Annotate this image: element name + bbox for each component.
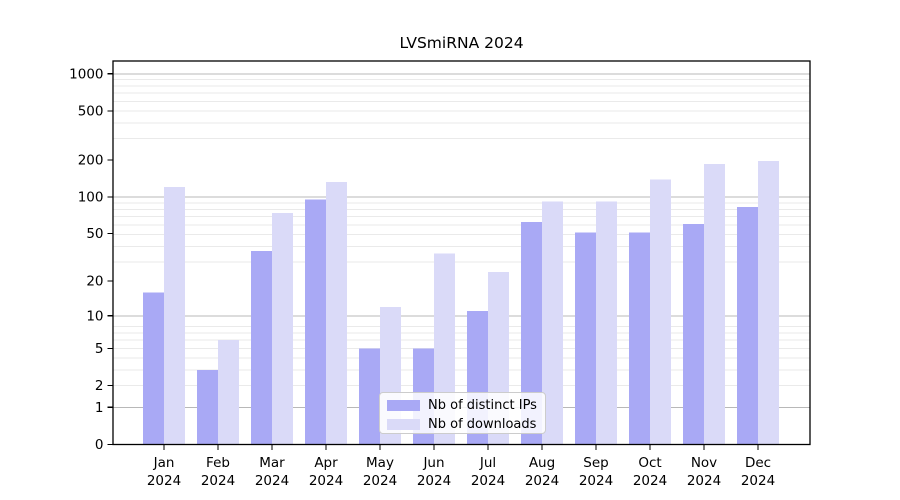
bar-mar-s0 xyxy=(251,250,272,445)
bar-jan-s1 xyxy=(164,187,185,445)
x-axis-ticks: Jan 2024 Feb 2024 Mar 2024 Apr 2024 May 2024 Jun 20… xyxy=(147,444,775,489)
y-tick-label: 10 xyxy=(86,308,103,324)
x-tick-label-aug: Aug 2024 xyxy=(525,455,559,489)
bar-feb-s1 xyxy=(218,340,239,445)
bar-oct-s0 xyxy=(629,232,650,445)
bar-apr-s0 xyxy=(305,199,326,445)
y-tick-label: 50 xyxy=(86,226,103,242)
x-tick-label-jan: Jan 2024 xyxy=(147,455,181,489)
legend-swatch-distinct-ips xyxy=(387,400,420,411)
legend-swatch-downloads xyxy=(387,419,420,430)
bar-may-s0 xyxy=(359,348,380,445)
legend-item-distinct-ips: Nb of distinct IPs xyxy=(387,396,545,415)
y-tick-label: 1000 xyxy=(69,66,103,82)
y-axis-ticks: 0 1 2 5 10 20 50 100 200 500 1000 xyxy=(69,66,113,453)
bar-sep-s0 xyxy=(575,232,596,445)
x-tick-label-dec: Dec 2024 xyxy=(741,455,775,489)
y-tick-label: 5 xyxy=(95,341,104,357)
x-tick-label-feb: Feb 2024 xyxy=(201,455,235,489)
x-tick-label-nov: Nov 2024 xyxy=(687,455,721,489)
bar-jan-s0 xyxy=(143,292,164,445)
legend-item-downloads: Nb of downloads xyxy=(387,415,545,434)
legend-label-downloads: Nb of downloads xyxy=(428,417,537,432)
x-tick-label-oct: Oct 2024 xyxy=(633,455,667,489)
bar-nov-s1 xyxy=(704,163,725,445)
y-tick-label: 1 xyxy=(95,400,104,416)
plot-border xyxy=(112,60,811,446)
bar-dec-s1 xyxy=(758,160,779,445)
x-tick-label-apr: Apr 2024 xyxy=(309,455,343,489)
y-tick-label: 100 xyxy=(78,189,104,205)
x-tick-label-may: May 2024 xyxy=(363,455,397,489)
bars-series-0 xyxy=(143,199,758,445)
bar-dec-s0 xyxy=(737,206,758,445)
bar-aug-s0 xyxy=(521,222,542,445)
legend-label-distinct-ips: Nb of distinct IPs xyxy=(428,398,537,413)
y-gridlines-minor xyxy=(113,79,810,387)
bar-oct-s1 xyxy=(650,179,671,445)
bar-aug-s1 xyxy=(542,201,563,445)
bar-nov-s0 xyxy=(683,223,704,445)
bar-sep-s1 xyxy=(596,201,617,445)
x-tick-label-sep: Sep 2024 xyxy=(579,455,613,489)
bar-feb-s0 xyxy=(197,370,218,445)
chart-title: LVSmiRNA 2024 xyxy=(399,34,524,52)
y-tick-label: 0 xyxy=(95,437,104,453)
x-tick-label-jul: Jul 2024 xyxy=(471,455,505,489)
bar-apr-s1 xyxy=(326,182,347,445)
legend: Nb of distinct IPs Nb of downloads xyxy=(379,392,546,434)
x-tick-label-jun: Jun 2024 xyxy=(417,455,451,489)
y-tick-label: 200 xyxy=(78,153,104,169)
x-tick-label-mar: Mar 2024 xyxy=(255,455,289,489)
y-tick-label: 20 xyxy=(86,274,103,290)
bar-mar-s1 xyxy=(272,212,293,445)
y-tick-label: 2 xyxy=(95,378,104,394)
y-tick-label: 500 xyxy=(78,104,104,120)
